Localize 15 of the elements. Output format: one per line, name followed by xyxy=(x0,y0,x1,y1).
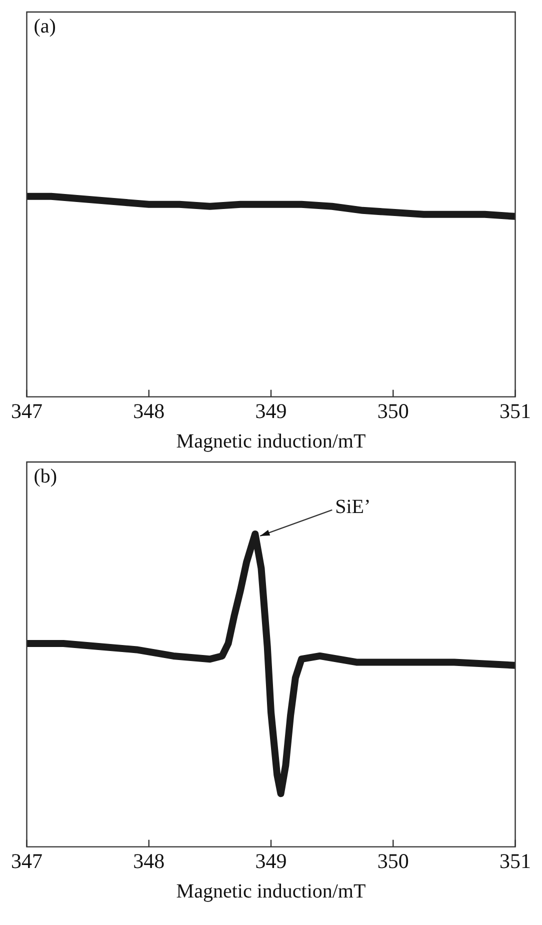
x-tick-label: 347 xyxy=(11,848,42,873)
x-tick-label: 351 xyxy=(500,398,531,423)
x-axis-title: Magnetic induction/mT xyxy=(176,430,366,452)
x-tick-label: 347 xyxy=(11,398,42,423)
x-tick-label: 349 xyxy=(255,848,287,873)
chart-title: (a) xyxy=(34,15,56,38)
chart-title: (b) xyxy=(34,465,58,488)
x-tick-label: 349 xyxy=(255,398,287,423)
x-tick-label: 350 xyxy=(377,398,409,423)
x-tick-label: 348 xyxy=(133,848,165,873)
x-tick-label: 351 xyxy=(500,848,531,873)
annotation: SiE’ xyxy=(335,496,371,518)
x-tick-label: 348 xyxy=(133,398,165,423)
x-axis-title: Magnetic induction/mT xyxy=(176,880,366,902)
x-tick-label: 350 xyxy=(377,848,409,873)
